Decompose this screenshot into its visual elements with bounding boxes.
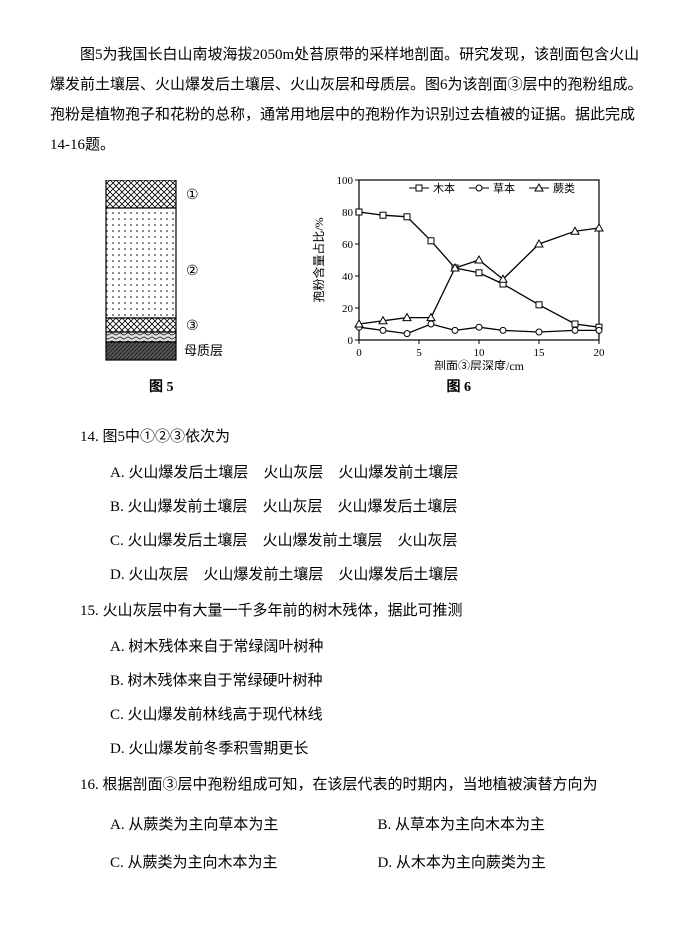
svg-text:草本: 草本 [493,181,515,195]
q16-opt-d: D. 从木本为主向蕨类为主 [378,848,646,878]
q15-stem: 15. 火山灰层中有大量一千多年前的树木残体，据此可推测 [80,596,645,626]
q15-opt-b: B. 树木残体来自于常绿硬叶树种 [110,666,645,696]
svg-text:20: 20 [342,303,354,315]
svg-text:③: ③ [186,319,199,334]
q16-stem: 16. 根据剖面③层中孢粉组成可知，在该层代表的时期内，当地植被演替方向为 [80,770,645,800]
q14-opt-d: D. 火山灰层 火山爆发前土壤层 火山爆发后土壤层 [110,560,645,590]
svg-text:60: 60 [342,239,354,251]
q14-options: A. 火山爆发后土壤层 火山灰层 火山爆发前土壤层 B. 火山爆发前土壤层 火山… [110,458,645,590]
q15-opt-c: C. 火山爆发前林线高于现代林线 [110,700,645,730]
figure-5: ① ② ③ 母质层 图 5 [86,180,236,402]
fig6-caption: 图 6 [447,374,472,402]
svg-text:15: 15 [533,347,545,359]
svg-text:20: 20 [593,347,605,359]
svg-text:100: 100 [336,175,353,187]
q16-opt-a: A. 从蕨类为主向草本为主 [110,810,378,840]
q15-options: A. 树木残体来自于常绿阔叶树种 B. 树木残体来自于常绿硬叶树种 C. 火山爆… [110,632,645,764]
q16-opt-c: C. 从蕨类为主向木本为主 [110,848,378,878]
q15-opt-d: D. 火山爆发前冬季积雪期更长 [110,734,645,764]
q14-stem: 14. 图5中①②③依次为 [80,422,645,452]
svg-text:蕨类: 蕨类 [553,181,575,195]
q14-opt-c: C. 火山爆发后土壤层 火山爆发前土壤层 火山灰层 [110,526,645,556]
figure-6: 0 20 40 60 80 100 0 5 10 15 20 孢粉含量占比/% 剖面③层深度/cm 木本 草… [309,170,609,402]
q15-opt-a: A. 树木残体来自于常绿阔叶树种 [110,632,645,662]
q14-opt-a: A. 火山爆发后土壤层 火山灰层 火山爆发前土壤层 [110,458,645,488]
svg-text:母质层: 母质层 [184,343,223,358]
svg-text:木本: 木本 [433,181,455,195]
intro-text: 图5为我国长白山南坡海拔2050m处苔原带的采样地剖面。研究发现，该剖面包含火山… [50,40,645,160]
svg-text:0: 0 [347,335,353,347]
svg-text:10: 10 [473,347,485,359]
svg-text:5: 5 [416,347,422,359]
fig6-svg: 0 20 40 60 80 100 0 5 10 15 20 孢粉含量占比/% 剖面③层深度/cm 木本 草… [309,170,609,370]
q16-opt-b: B. 从草本为主向木本为主 [378,810,646,840]
svg-text:①: ① [186,188,199,203]
svg-text:40: 40 [342,271,354,283]
figures-row: ① ② ③ 母质层 图 5 0 20 40 60 80 100 0 5 10 15 20 孢粉含量占比/% 剖… [50,170,645,402]
q16-options: A. 从蕨类为主向草本为主 B. 从草本为主向木本为主 C. 从蕨类为主向木本为… [110,806,645,882]
q14-opt-b: B. 火山爆发前土壤层 火山灰层 火山爆发后土壤层 [110,492,645,522]
svg-text:孢粉含量占比/%: 孢粉含量占比/% [311,217,326,302]
svg-text:0: 0 [356,347,362,359]
svg-text:②: ② [186,264,199,279]
fig5-caption: 图 5 [149,374,174,402]
svg-text:80: 80 [342,207,354,219]
fig5-svg: ① ② ③ 母质层 [86,180,236,370]
svg-text:剖面③层深度/cm: 剖面③层深度/cm [434,358,525,370]
